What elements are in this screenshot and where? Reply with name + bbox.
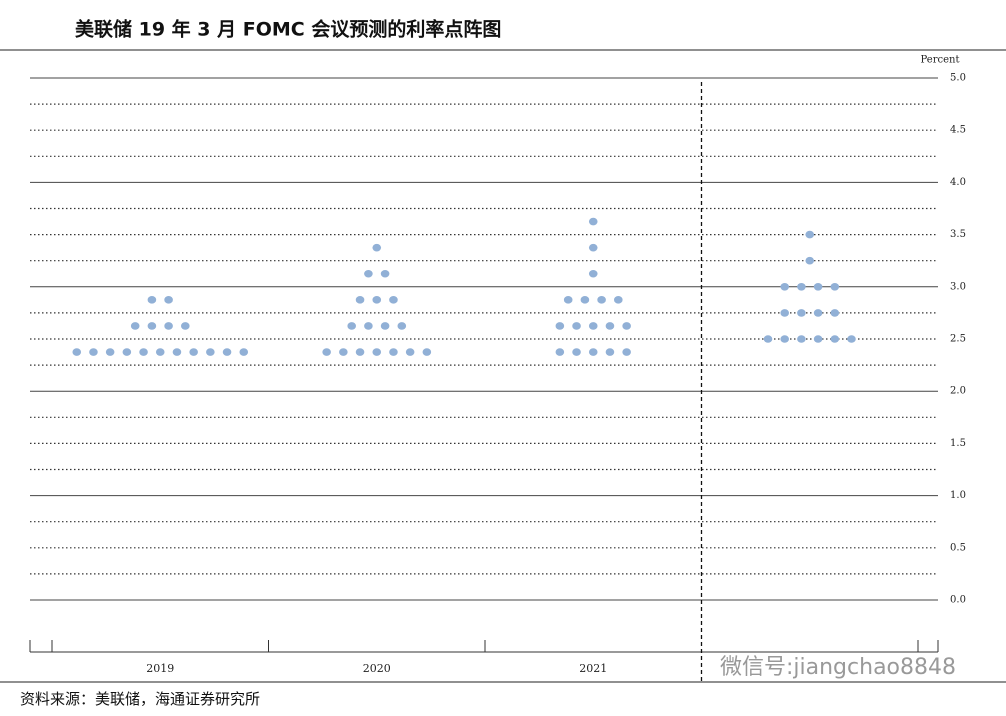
dot [347,322,357,330]
dot [355,348,365,356]
dot [222,348,232,356]
dot [588,348,598,356]
dot [580,296,590,304]
dot [830,309,840,317]
dot [155,348,165,356]
dot [364,322,373,330]
dot [122,348,132,356]
y-tick-label: 3.0 [950,281,966,292]
dot [89,348,98,356]
dot [797,283,806,291]
y-tick-label: 2.5 [950,334,966,345]
y-tick-label: 0.0 [950,595,966,606]
dot [572,348,581,356]
dot [380,322,390,330]
dot [147,296,157,304]
y-tick-label: 4.5 [950,125,966,136]
x-tick-label: 2020 [363,662,391,675]
dot [389,296,398,304]
dot [622,348,631,356]
dot [322,348,331,356]
y-tick-label: 3.5 [950,229,966,240]
dot [563,296,573,304]
dot [588,322,598,330]
watermark: 微信号:jiangchao8848 [720,655,956,680]
dot [372,348,382,356]
dot [380,269,390,278]
dot [355,296,365,304]
dot [622,322,631,330]
dot [813,309,823,317]
dot [797,309,806,317]
dot [847,335,856,343]
y-tick-label: 0.5 [950,542,966,553]
dot [164,322,173,330]
dot [172,348,182,356]
dot [164,296,173,304]
dot [239,348,249,356]
dot [605,322,615,330]
dot [780,283,789,291]
dot [422,348,432,356]
dot [588,217,598,226]
dot [813,283,823,291]
dot [181,322,190,330]
dot [555,348,565,356]
dot [147,322,157,330]
dot [605,348,615,356]
dot [780,309,789,317]
y-axis-label: Percent [921,55,960,66]
dot [614,296,623,304]
dot [830,283,840,291]
dot [763,335,773,343]
dot [572,322,581,330]
chart-title: 美联储 19 年 3 月 FOMC 会议预测的利率点阵图 [75,18,501,41]
dot [189,348,198,356]
y-tick-label: 5.0 [950,73,966,84]
y-tick-label: 4.0 [950,177,966,188]
source: 资料来源：美联储，海通证券研究所 [20,690,260,708]
dot [813,335,823,343]
dot [372,243,382,252]
y-tick-label: 1.5 [950,438,966,449]
dot [597,296,606,304]
dot [339,348,348,356]
dot [397,322,407,330]
dot [139,348,148,356]
x-tick-label: 2019 [146,662,174,675]
dot [805,230,815,239]
dot [130,322,140,330]
dot [405,348,415,356]
dot [372,296,382,304]
x-tick-label: 2021 [579,662,607,675]
dot [364,269,373,278]
dot [389,348,398,356]
dot [797,335,806,343]
dot [105,348,115,356]
dot [588,243,598,252]
dot [555,322,565,330]
dot [805,256,815,265]
dot [72,348,82,356]
dot [830,335,840,343]
dot [588,269,598,278]
dot [206,348,215,356]
y-tick-label: 1.0 [950,490,966,501]
y-tick-label: 2.0 [950,386,966,397]
dot [780,335,789,343]
